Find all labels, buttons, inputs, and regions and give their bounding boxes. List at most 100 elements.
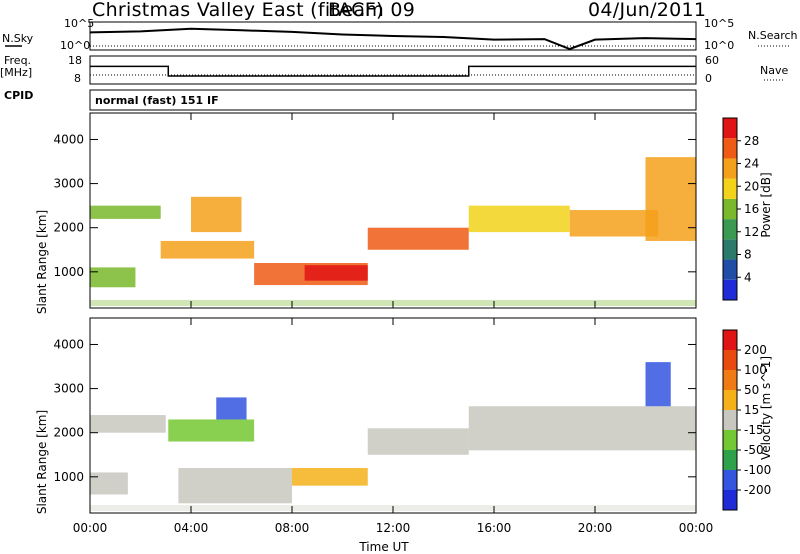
power-region: [645, 157, 696, 241]
velocity-region: [216, 397, 247, 420]
noise-tick-left-top: 10^5: [64, 17, 94, 30]
cpid-label: CPID: [4, 89, 33, 102]
velocity-region: [292, 468, 368, 486]
aux-series-lines: [89, 27, 697, 77]
freq-tick-top: 18: [68, 54, 82, 67]
velocity-heatmap-cells: [90, 362, 696, 511]
velocity-cbar-frame: [722, 329, 738, 511]
velocity-cbar-tick-label: -100: [744, 463, 771, 477]
power-region: [468, 205, 570, 233]
xtick-label: 16:00: [477, 521, 512, 535]
velocity-cbar-tick-label: -50: [744, 443, 764, 457]
ytick-label: 3000: [53, 382, 84, 396]
xtick-label: 08:00: [275, 521, 310, 535]
power-region: [90, 205, 161, 219]
date-title: 04/Jun/2011: [588, 0, 706, 21]
noise-panel-frame: [89, 21, 697, 51]
velocity-region: [90, 415, 166, 433]
power-cbar-tick-label: 4: [744, 270, 752, 284]
velocity-cbar-swatch: [723, 470, 737, 490]
noise-tick-right-top: 10^5: [704, 17, 734, 30]
power-region: [304, 265, 368, 281]
velocity-cbar-swatch: [723, 370, 737, 390]
ytick-label: 1000: [53, 265, 84, 279]
velocity-region: [178, 468, 292, 504]
velocity-region: [168, 419, 255, 442]
power-cbar-tick-label: 28: [744, 134, 759, 148]
power-heatmap-cells: [90, 157, 696, 306]
ytick-label: 3000: [53, 177, 84, 191]
nave-label: Nave: [760, 64, 788, 77]
xtick-label: 00:00: [73, 521, 108, 535]
velocity-cbar-swatch: [723, 450, 737, 470]
power-region: [191, 196, 242, 233]
velocity-region: [468, 406, 696, 451]
velocity-cbar-tick-label: 200: [744, 343, 767, 357]
axis-ticks: 00:00 04:00 08:00 12:00 16:00 20:00 00:00 1000 1…: [53, 113, 713, 535]
nsky-label: N.Sky: [2, 32, 34, 45]
beam-title: Beam 09: [328, 0, 415, 21]
ytick-label: 2000: [53, 426, 84, 440]
velocity-region: [367, 428, 469, 455]
velocity-region: [645, 362, 671, 407]
noise-tick-right-bottom: 10^0: [704, 39, 734, 52]
velocity-cbar-swatch: [723, 330, 737, 350]
nsky-line: [89, 27, 697, 51]
nave-tick-top: 60: [705, 54, 719, 67]
power-colorbar-label: Power [dB]: [759, 172, 773, 237]
freq-unit-label: [MHz]: [0, 66, 32, 79]
power-cbar-swatch: [723, 118, 737, 139]
velocity-cbar-swatch: [723, 390, 737, 410]
power-cbar-tick-label: 24: [744, 157, 759, 171]
power-cbar-tick-label: 12: [744, 225, 759, 239]
power-region: [569, 210, 659, 237]
velocity-cbar-swatch: [723, 410, 737, 430]
velocity-cbar-tick-label: -200: [744, 483, 771, 497]
ytick-label: 4000: [53, 337, 84, 351]
station-title: Christmas Valley East (fitACF): [92, 0, 384, 21]
velocity-ylabel: Slant Range [km]: [35, 410, 49, 514]
power-cbar-swatch: [723, 158, 737, 179]
velocity-cbar-tick-label: 100: [744, 363, 767, 377]
power-cbar-swatch: [723, 239, 737, 260]
ytick-label: 1000: [53, 470, 84, 484]
velocity-region: [90, 472, 128, 495]
velocity-colorbar-label: Velocity [m s^-1]: [759, 356, 773, 460]
freq-panel-frame: [89, 55, 697, 85]
power-cbar-swatch: [723, 279, 737, 300]
power-cbar-swatch: [723, 259, 737, 280]
power-region: [367, 227, 469, 250]
power-cbar-swatch: [723, 198, 737, 220]
velocity-colorbar: -200 -100 -50 -15 15 50 100 200: [722, 329, 771, 511]
xtick-label: 04:00: [174, 521, 209, 535]
power-region: [90, 267, 136, 288]
velocity-cbar-tick-label: 50: [744, 383, 759, 397]
power-ylabel: Slant Range [km]: [35, 210, 49, 314]
xtick-label: 00:00: [679, 521, 714, 535]
power-cbar-swatch: [723, 219, 737, 240]
nave-tick-bottom: 0: [705, 72, 712, 85]
cpid-text: normal (fast) 151 IF: [95, 94, 219, 107]
velocity-cbar-tick-label: -15: [744, 423, 764, 437]
power-cbar-swatch: [723, 178, 737, 199]
ytick-label: 4000: [53, 132, 84, 146]
velocity-cbar-swatch: [723, 350, 737, 370]
power-cbar-tick-label: 8: [744, 248, 752, 262]
power-cbar-tick-label: 16: [744, 202, 759, 216]
xaxis-label: Time UT: [358, 540, 409, 554]
power-cbar-swatch: [723, 138, 737, 159]
xtick-label: 12:00: [376, 521, 411, 535]
xtick-label: 20:00: [578, 521, 613, 535]
freq-label: Freq.: [4, 54, 31, 67]
power-cbar-tick-label: 20: [744, 179, 759, 193]
power-region: [160, 240, 255, 259]
cpid-panel-frame: [89, 89, 697, 111]
freq-line: [90, 65, 696, 77]
freq-tick-bottom: 8: [74, 72, 81, 85]
velocity-cbar-tick-label: 15: [744, 403, 759, 417]
ytick-label: 2000: [53, 221, 84, 235]
velocity-cbar-swatch: [723, 490, 737, 510]
velocity-cbar-swatch: [723, 430, 737, 450]
